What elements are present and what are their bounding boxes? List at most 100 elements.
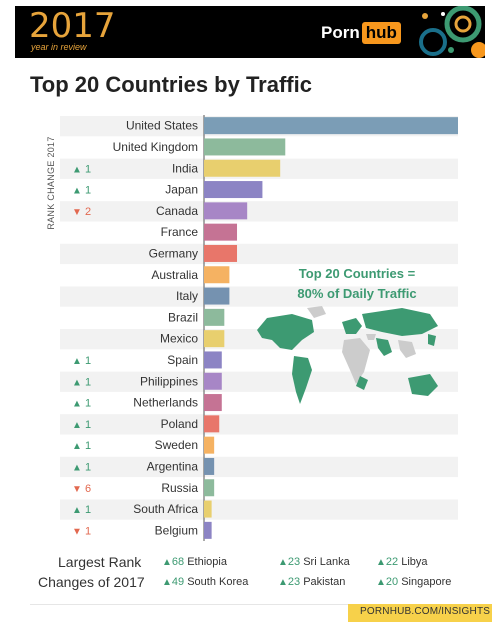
brand-logo-left: Porn [321, 23, 360, 42]
bar [204, 436, 215, 454]
category-label: Brazil [168, 310, 198, 324]
down-arrow-icon: ▼ [72, 207, 82, 218]
bar [204, 287, 230, 305]
footer-link[interactable]: PORNHUB.COM/INSIGHTS [360, 606, 491, 617]
bar [204, 500, 212, 518]
category-label: Germany [149, 246, 198, 260]
category-label: United Kingdom [113, 140, 198, 154]
map-label-line2: 80% of Daily Traffic [297, 286, 417, 301]
up-arrow-icon: ▲ [162, 557, 172, 568]
up-arrow-icon: ▲ [278, 577, 288, 588]
up-arrow-icon: ▲ [72, 377, 82, 388]
up-arrow-icon: ▲ [278, 557, 288, 568]
largest-rank-label-line2: Changes of 2017 [38, 574, 145, 590]
largest-rank-label-line1: Largest Rank [58, 554, 142, 570]
bar [204, 479, 215, 497]
header-banner: 2017 year in review Porn hub [15, 6, 485, 58]
rank-change-value: 1 [85, 163, 91, 175]
rank-change-value: 2 [85, 206, 91, 218]
row-stripe [60, 414, 458, 435]
category-label: Netherlands [133, 396, 198, 410]
brand-logo[interactable]: Porn hub [321, 21, 401, 45]
up-arrow-icon: ▲ [72, 164, 82, 175]
rank-change-value: 6 [85, 483, 91, 495]
up-arrow-icon: ▲ [72, 186, 82, 197]
category-label: Philippines [140, 374, 198, 388]
bar [204, 266, 230, 284]
up-arrow-icon: ▲ [376, 557, 386, 568]
bar [204, 330, 225, 348]
category-label: Russia [161, 481, 198, 495]
rank-change-value: 1 [85, 376, 91, 388]
up-arrow-icon: ▲ [162, 577, 172, 588]
bar [204, 159, 281, 177]
category-label: Japan [165, 183, 198, 197]
category-label: France [161, 225, 199, 239]
rank-change-value: 1 [85, 398, 91, 410]
rank-change-item: ▲23 Sri Lanka [278, 556, 350, 568]
category-label: Mexico [160, 332, 198, 346]
category-label: India [172, 161, 198, 175]
rank-change-item: ▲23 Pakistan [278, 576, 346, 588]
row-stripe [60, 201, 458, 222]
bar [204, 372, 222, 390]
map-label: Top 20 Countries = 80% of Daily Traffic [262, 264, 452, 304]
rank-change-value: 1 [85, 355, 91, 367]
bar [204, 244, 238, 262]
bar [204, 202, 248, 220]
rank-change-item: ▲49 South Korea [162, 576, 249, 588]
bar [204, 351, 222, 369]
bar [204, 138, 286, 156]
bar [204, 415, 220, 433]
category-label: South Africa [133, 502, 198, 516]
rank-change-item: ▲68 Ethiopia [162, 556, 227, 568]
category-label: Australia [151, 268, 198, 282]
up-arrow-icon: ▲ [72, 441, 82, 452]
category-label: Poland [161, 417, 198, 431]
map-label-line1: Top 20 Countries = [298, 266, 416, 281]
up-arrow-icon: ▲ [72, 462, 82, 473]
up-arrow-icon: ▲ [376, 577, 386, 588]
up-arrow-icon: ▲ [72, 356, 82, 367]
rank-change-value: 1 [85, 419, 91, 431]
category-label: Italy [176, 289, 198, 303]
category-label: Spain [167, 353, 198, 367]
decorative-circles-icon [419, 6, 485, 58]
category-label: Sweden [155, 438, 198, 452]
rank-change-value: 1 [85, 185, 91, 197]
bar [204, 457, 215, 475]
bar [204, 521, 212, 539]
chart-title: Top 20 Countries by Traffic [30, 72, 312, 97]
rank-change-value: 1 [85, 504, 91, 516]
bar [204, 308, 225, 326]
row-stripe [60, 243, 458, 265]
year-subtitle: year in review [31, 42, 87, 52]
bar [204, 223, 238, 241]
bar [204, 394, 222, 412]
up-arrow-icon: ▲ [72, 420, 82, 431]
up-arrow-icon: ▲ [72, 505, 82, 516]
rank-change-item: ▲20 Singapore [376, 576, 452, 588]
down-arrow-icon: ▼ [72, 526, 82, 537]
rank-change-item: ▲22 Libya [376, 556, 428, 568]
category-label: United States [126, 119, 198, 133]
brand-logo-right: hub [361, 22, 401, 44]
largest-rank-changes: Largest Rank Changes of 2017 ▲68 Ethiopi… [0, 552, 500, 594]
category-label: Belgium [155, 523, 198, 537]
rank-change-value: 1 [85, 525, 91, 537]
row-stripe [60, 286, 458, 307]
world-map-icon [257, 306, 438, 404]
bar [204, 181, 263, 199]
category-label: Argentina [147, 459, 199, 473]
row-stripe [60, 456, 458, 478]
rank-change-value: 1 [85, 461, 91, 473]
up-arrow-icon: ▲ [72, 399, 82, 410]
bar [204, 117, 458, 135]
footer-divider [30, 604, 350, 605]
row-stripe [60, 499, 458, 520]
rank-change-value: 1 [85, 440, 91, 452]
footer-bar [348, 604, 492, 622]
down-arrow-icon: ▼ [72, 484, 82, 495]
category-label: Canada [156, 204, 198, 218]
